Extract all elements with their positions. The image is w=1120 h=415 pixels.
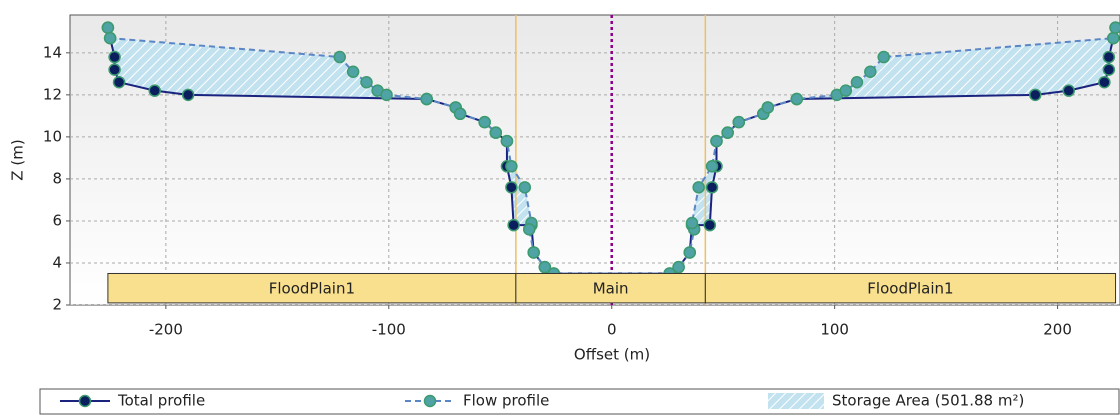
profile-point: [346, 65, 360, 78]
profile-point: [527, 246, 540, 259]
legend-label: Flow profile: [463, 392, 549, 410]
profile-point: [710, 134, 723, 148]
profile-point: [1029, 88, 1042, 102]
profile-point: [420, 92, 433, 106]
y-tick-label: 14: [43, 43, 62, 61]
x-tick-label: -200: [149, 321, 183, 339]
profile-point: [1098, 75, 1111, 89]
profile-point: [505, 181, 518, 194]
profile-point: [333, 50, 346, 64]
profile-point: [108, 50, 121, 64]
profile-point: [181, 88, 195, 102]
profile-point: [478, 115, 491, 129]
profile-point: [380, 88, 393, 102]
legend-label: Total profile: [117, 392, 205, 410]
profile-point: [1107, 31, 1120, 45]
profile-point: [705, 160, 719, 173]
y-tick-label: 12: [43, 85, 62, 103]
profile-point: [864, 65, 877, 78]
y-tick-label: 8: [52, 169, 62, 187]
profile-point: [705, 181, 719, 194]
storage-area: [107, 27, 1116, 274]
y-tick-label: 2: [52, 296, 62, 314]
profile-point: [1062, 84, 1075, 97]
profile-point: [148, 84, 161, 97]
profile-line: [106, 27, 1117, 275]
profile-point: [518, 181, 532, 194]
legend: [39, 388, 1120, 415]
y-tick-label: 6: [52, 211, 62, 229]
legend-marker: [423, 394, 437, 408]
x-tick-label: -100: [372, 321, 406, 339]
profile-point: [522, 223, 536, 236]
profile-point: [103, 31, 117, 45]
profile-point: [489, 126, 503, 139]
profile-point: [683, 246, 696, 259]
profile-point: [1102, 63, 1116, 76]
profile-point: [112, 75, 126, 89]
profile-point: [538, 260, 552, 274]
profile-point: [453, 107, 467, 121]
profile-point: [1102, 50, 1116, 64]
section-label: FloodPlain1: [867, 280, 953, 298]
section-label: FloodPlain1: [269, 280, 355, 298]
profile-point: [108, 63, 121, 76]
profile-point: [877, 50, 890, 64]
profile-point: [721, 126, 734, 139]
x-axis-label: Offset (m): [574, 346, 650, 364]
profile-point: [505, 160, 518, 173]
profile-point: [360, 75, 373, 89]
y-tick-label: 4: [52, 253, 62, 271]
plot: FloodPlain1 Main FloodPlain1: [70, 15, 1120, 305]
profile-point: [790, 92, 804, 106]
y-axis-label: Z (m): [9, 139, 27, 180]
y-tick-label: 10: [43, 127, 62, 145]
legend-label: Storage Area (501.88 m²): [832, 392, 1024, 410]
profile-point: [761, 101, 775, 114]
section-band: [704, 272, 1117, 304]
legend-swatch: [768, 393, 824, 409]
profile-point: [692, 181, 705, 194]
x-tick-label: 0: [607, 321, 617, 339]
profile-point: [703, 218, 717, 232]
profile-point: [672, 260, 685, 274]
profile-point: [101, 21, 115, 34]
profile-point: [500, 134, 514, 148]
legend-marker: [78, 394, 92, 408]
x-tick-label: 200: [1043, 321, 1072, 339]
section-label: Main: [593, 280, 629, 298]
profile-point: [850, 75, 864, 89]
x-tick-label: 100: [820, 321, 849, 339]
profile-point: [1109, 21, 1120, 34]
profile-point: [507, 218, 520, 232]
section-band: [515, 272, 706, 304]
profile-point: [685, 216, 699, 230]
profile-point: [732, 115, 746, 129]
profile-point: [839, 84, 853, 97]
